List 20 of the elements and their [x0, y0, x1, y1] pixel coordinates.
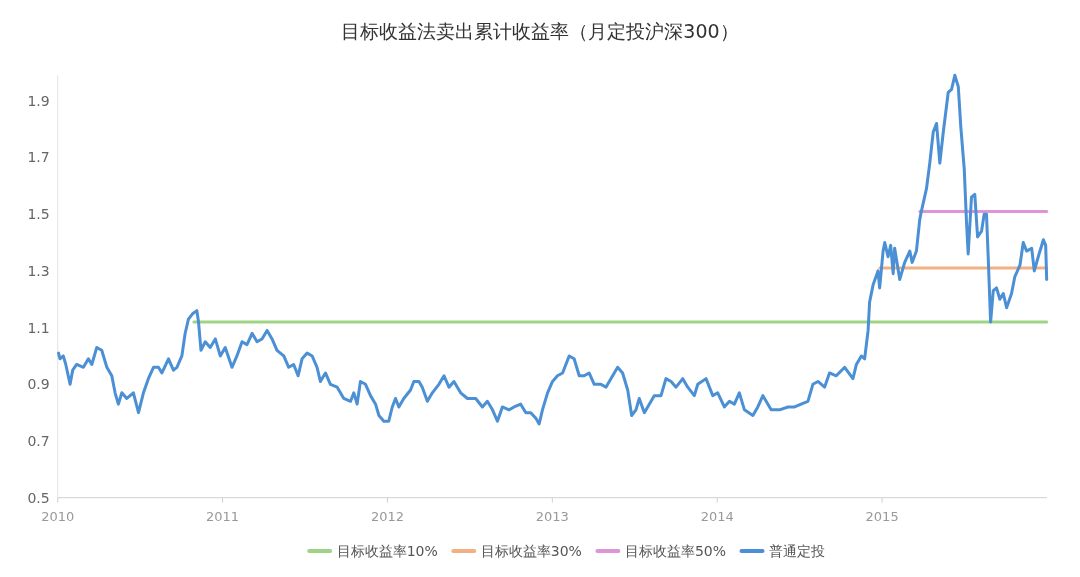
legend-label: 目标收益率30% — [480, 542, 582, 559]
y-tick-label: 1.5 — [27, 206, 50, 223]
x-tick-label: 2013 — [535, 508, 569, 524]
x-tick-label: 2015 — [865, 508, 899, 524]
x-tick-label: 2011 — [206, 508, 240, 524]
y-tick-label: 1.7 — [27, 149, 50, 166]
y-tick-label: 1.1 — [27, 319, 50, 336]
legend-label: 目标收益率10% — [336, 542, 438, 559]
y-tick-label: 0.9 — [27, 376, 50, 393]
y-tick-label: 1.3 — [27, 262, 50, 279]
y-tick-label: 0.7 — [27, 432, 50, 449]
y-tick-label: 1.9 — [27, 92, 50, 109]
x-tick-label: 2010 — [41, 508, 75, 524]
legend-label: 目标收益率50% — [624, 542, 727, 559]
line-series — [57, 73, 1049, 426]
y-tick-label: 0.5 — [27, 489, 50, 506]
chart-title: 目标收益法卖出累计收益率（月定投沪深300） — [341, 20, 739, 42]
x-tick-label: 2012 — [370, 508, 405, 524]
x-tick-label: 2014 — [700, 508, 734, 524]
legend-label: 普通定投 — [769, 542, 826, 559]
